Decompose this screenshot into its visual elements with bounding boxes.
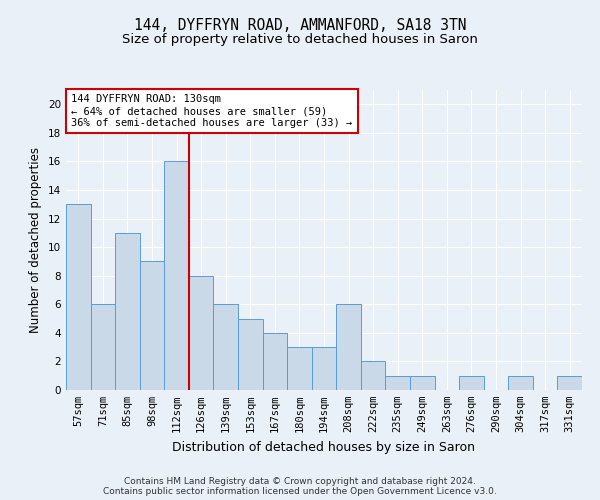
Bar <box>312 347 336 390</box>
Bar <box>140 262 164 390</box>
Text: Size of property relative to detached houses in Saron: Size of property relative to detached ho… <box>122 32 478 46</box>
Bar <box>361 362 385 390</box>
Text: 144, DYFFRYN ROAD, AMMANFORD, SA18 3TN: 144, DYFFRYN ROAD, AMMANFORD, SA18 3TN <box>134 18 466 32</box>
Text: 144 DYFFRYN ROAD: 130sqm
← 64% of detached houses are smaller (59)
36% of semi-d: 144 DYFFRYN ROAD: 130sqm ← 64% of detach… <box>71 94 352 128</box>
X-axis label: Distribution of detached houses by size in Saron: Distribution of detached houses by size … <box>173 440 476 454</box>
Bar <box>336 304 361 390</box>
Bar <box>263 333 287 390</box>
Bar <box>287 347 312 390</box>
Y-axis label: Number of detached properties: Number of detached properties <box>29 147 43 333</box>
Bar <box>115 233 140 390</box>
Bar <box>557 376 582 390</box>
Bar <box>164 162 189 390</box>
Bar <box>385 376 410 390</box>
Bar <box>238 318 263 390</box>
Bar <box>189 276 214 390</box>
Text: Contains public sector information licensed under the Open Government Licence v3: Contains public sector information licen… <box>103 487 497 496</box>
Bar <box>410 376 434 390</box>
Bar <box>66 204 91 390</box>
Bar <box>214 304 238 390</box>
Bar <box>459 376 484 390</box>
Bar <box>91 304 115 390</box>
Bar <box>508 376 533 390</box>
Text: Contains HM Land Registry data © Crown copyright and database right 2024.: Contains HM Land Registry data © Crown c… <box>124 477 476 486</box>
